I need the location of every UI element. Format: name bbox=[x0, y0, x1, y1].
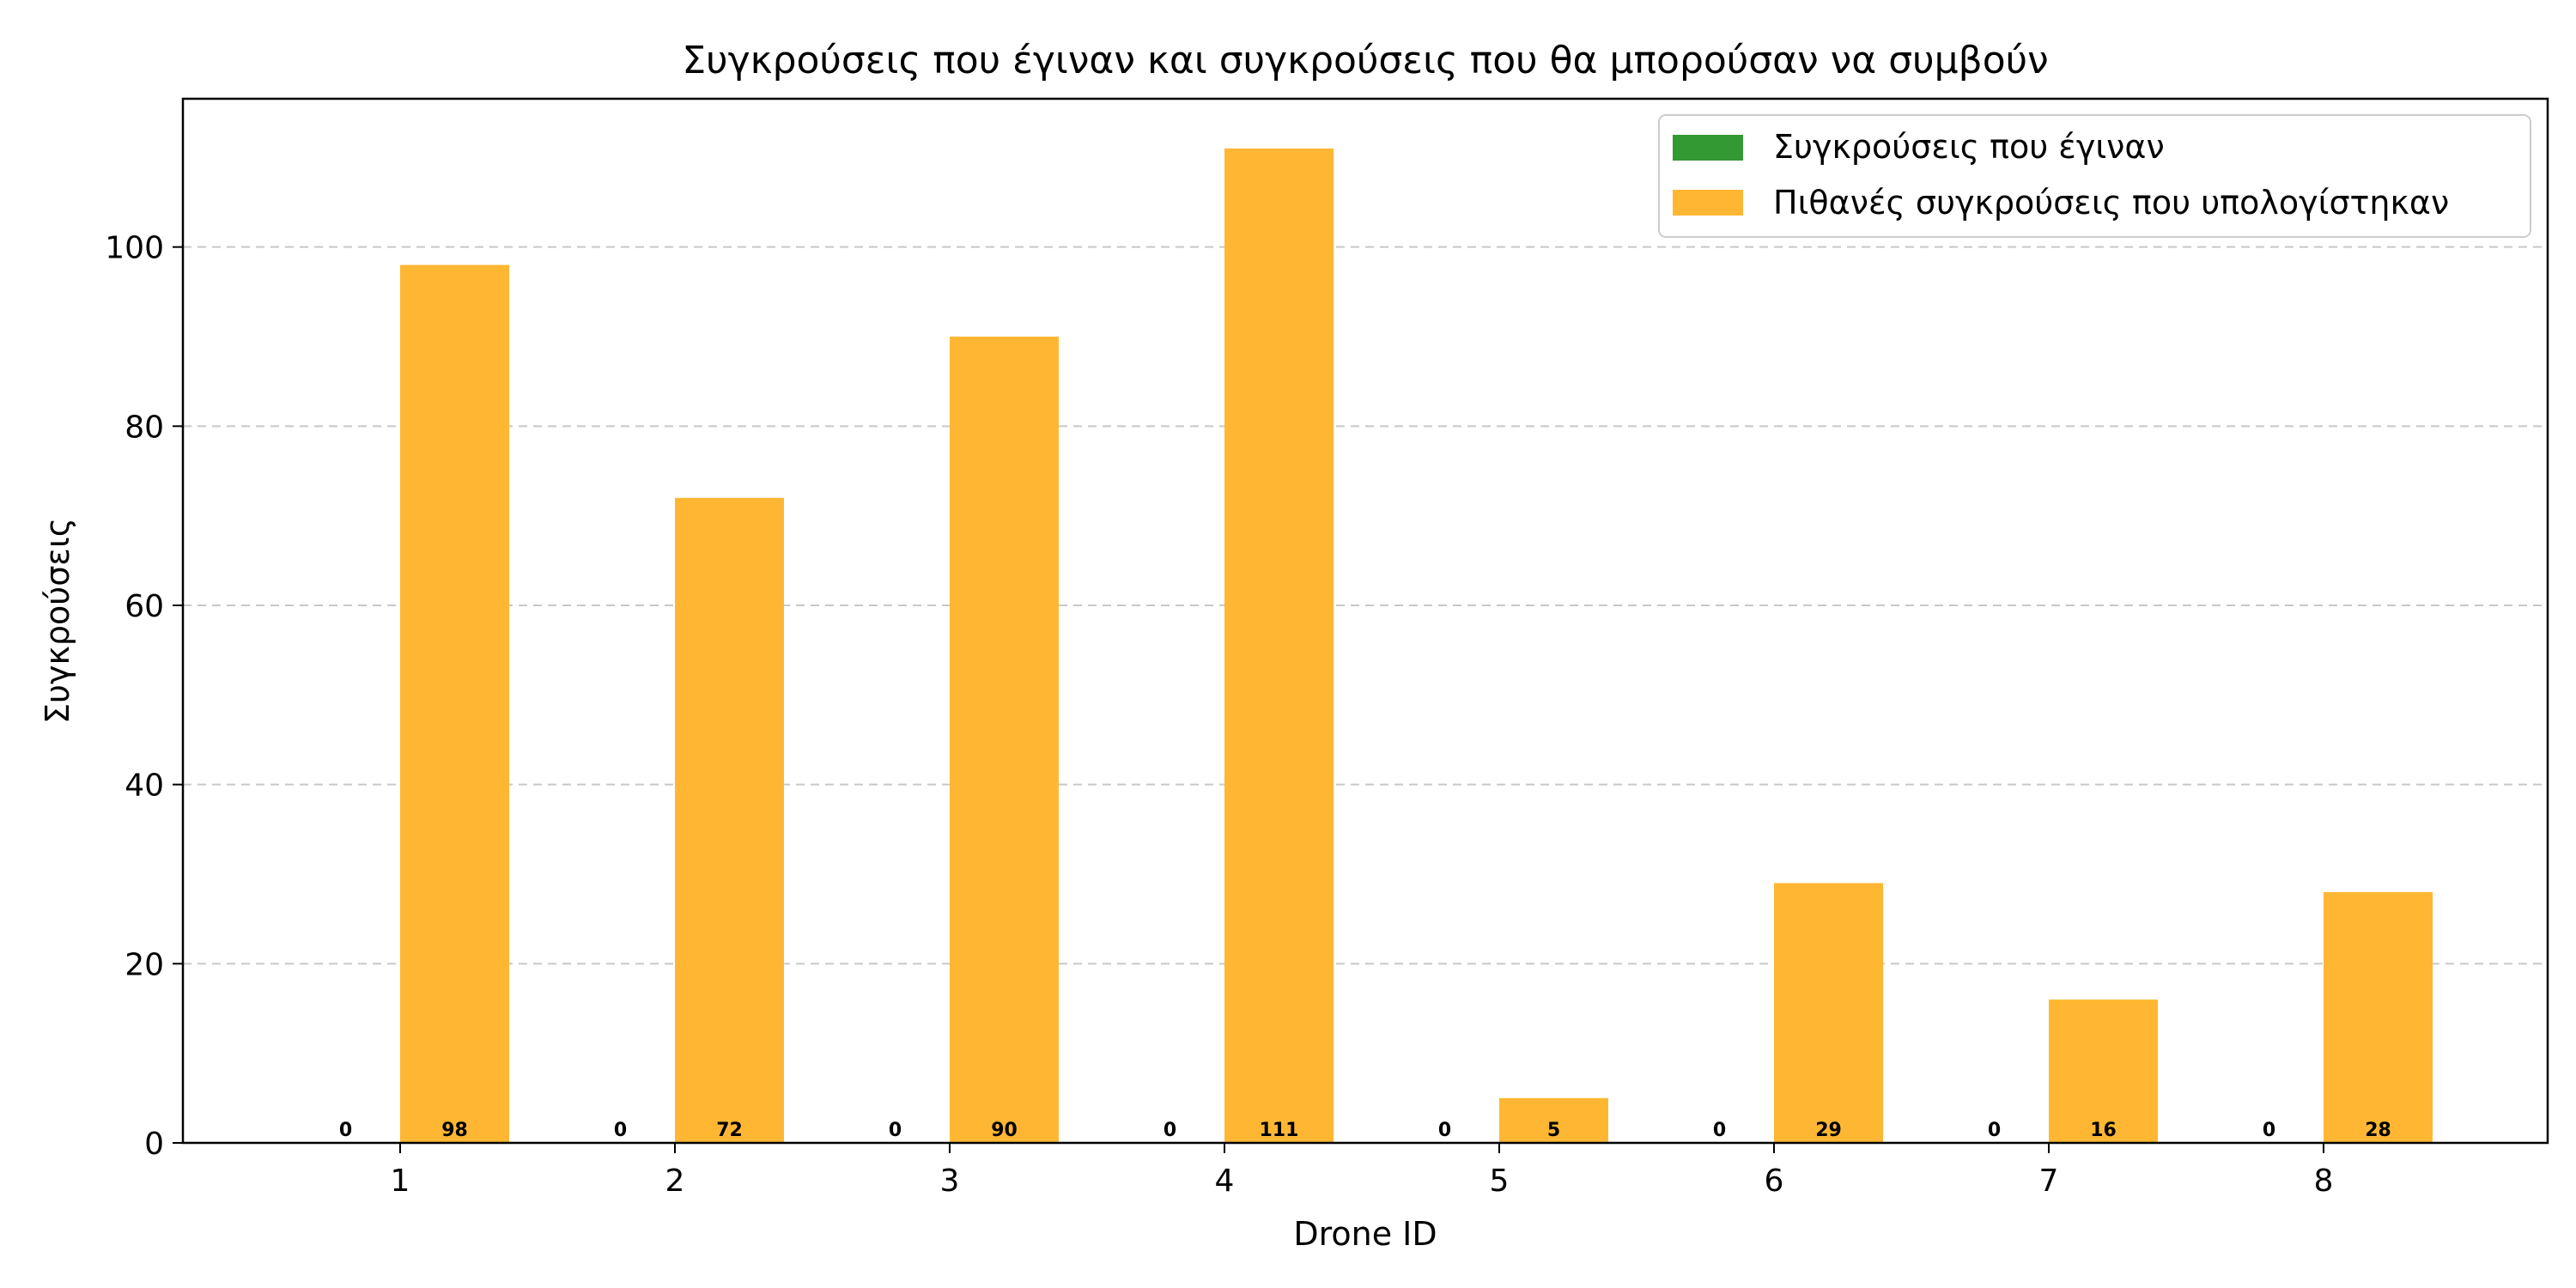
bar-possible bbox=[950, 337, 1059, 1143]
data-label-possible: 28 bbox=[2365, 1120, 2391, 1141]
x-tick-label: 6 bbox=[1765, 1163, 1784, 1199]
y-tick-label: 40 bbox=[125, 769, 164, 804]
bars bbox=[400, 148, 2433, 1143]
bar-possible bbox=[675, 497, 784, 1143]
y-tick-label: 0 bbox=[144, 1127, 164, 1162]
x-tick-label: 7 bbox=[2039, 1163, 2059, 1199]
data-labels: 0 0 0 0 0 0 0 0 98 72 90 111 5 29 16 28 bbox=[339, 1120, 2391, 1141]
y-tick-label: 20 bbox=[125, 947, 164, 982]
bar-possible bbox=[2049, 999, 2158, 1143]
data-label-possible: 98 bbox=[441, 1120, 468, 1141]
x-tick-label: 2 bbox=[665, 1163, 685, 1199]
x-axis-label: Drone ID bbox=[1293, 1215, 1437, 1253]
data-label-occurred: 0 bbox=[1988, 1120, 2001, 1141]
data-label-possible: 29 bbox=[1815, 1120, 1842, 1141]
x-tick-label: 1 bbox=[391, 1163, 410, 1199]
data-label-occurred: 0 bbox=[614, 1120, 627, 1141]
data-label-possible: 16 bbox=[2090, 1120, 2117, 1141]
y-axis: 0 20 40 60 80 100 bbox=[105, 231, 183, 1162]
x-tick-label: 4 bbox=[1215, 1163, 1235, 1199]
y-tick-label: 60 bbox=[125, 589, 164, 624]
x-tick-label: 5 bbox=[1490, 1163, 1510, 1199]
data-label-occurred: 0 bbox=[1438, 1120, 1451, 1141]
x-tick-label: 3 bbox=[940, 1163, 960, 1199]
data-label-occurred: 0 bbox=[1713, 1120, 1726, 1141]
y-tick-label: 80 bbox=[125, 410, 164, 445]
legend-label-occurred: Συγκρούσεις που έγιναν bbox=[1773, 128, 2165, 166]
data-label-occurred: 0 bbox=[339, 1120, 352, 1141]
gridlines bbox=[183, 246, 2548, 965]
legend-swatch-possible bbox=[1673, 190, 1743, 216]
bar-possible bbox=[1224, 148, 1334, 1143]
legend: Συγκρούσεις που έγιναν Πιθανές συγκρούσε… bbox=[1658, 114, 2531, 238]
y-axis-label: Συγκρούσεις bbox=[39, 518, 76, 724]
legend-swatch-occurred bbox=[1673, 135, 1743, 161]
data-label-possible: 5 bbox=[1547, 1120, 1560, 1141]
bar-possible bbox=[1499, 1097, 1608, 1143]
legend-box bbox=[1658, 114, 2531, 238]
chart-title: Συγκρούσεις που έγιναν και συγκρούσεις π… bbox=[682, 39, 2048, 82]
data-label-possible: 72 bbox=[716, 1120, 743, 1141]
y-tick-label: 100 bbox=[105, 231, 164, 266]
x-axis: 1 2 3 4 5 6 7 8 bbox=[391, 1143, 2334, 1199]
data-label-possible: 90 bbox=[991, 1120, 1018, 1141]
data-label-possible: 111 bbox=[1260, 1120, 1299, 1141]
x-tick-label: 8 bbox=[2314, 1163, 2334, 1199]
data-label-occurred: 0 bbox=[1163, 1120, 1176, 1141]
bar-possible bbox=[400, 264, 509, 1143]
bar-possible bbox=[1774, 883, 1883, 1143]
data-label-occurred: 0 bbox=[889, 1120, 902, 1141]
legend-label-possible: Πιθανές συγκρούσεις που υπολογίστηκαν bbox=[1773, 184, 2449, 222]
plot-frame bbox=[181, 97, 2549, 1145]
bar-possible bbox=[2324, 891, 2433, 1143]
data-label-occurred: 0 bbox=[2263, 1120, 2275, 1141]
